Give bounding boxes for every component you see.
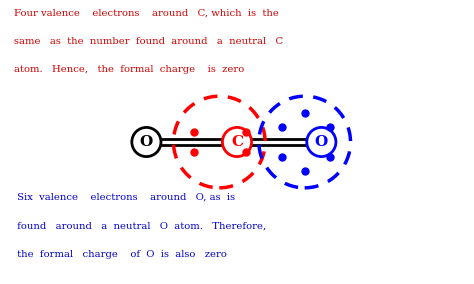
Circle shape	[222, 128, 252, 156]
Circle shape	[307, 128, 336, 156]
Text: O: O	[315, 135, 328, 149]
Text: O: O	[140, 135, 153, 149]
Text: atom.   Hence,   the  formal  charge    is  zero: atom. Hence, the formal charge is zero	[14, 65, 245, 74]
Text: Four valence    electrons    around   C, which  is  the: Four valence electrons around C, which i…	[14, 9, 279, 18]
Text: C: C	[231, 135, 243, 149]
Circle shape	[132, 128, 161, 156]
Text: Six  valence    electrons    around   O, as  is: Six valence electrons around O, as is	[14, 193, 236, 202]
Text: found   around   a  neutral   O  atom.   Therefore,: found around a neutral O atom. Therefore…	[14, 222, 266, 231]
Text: same   as  the  number  found  around   a  neutral   C: same as the number found around a neutra…	[14, 37, 283, 46]
Text: the  formal   charge    of  O  is  also   zero: the formal charge of O is also zero	[14, 250, 227, 259]
